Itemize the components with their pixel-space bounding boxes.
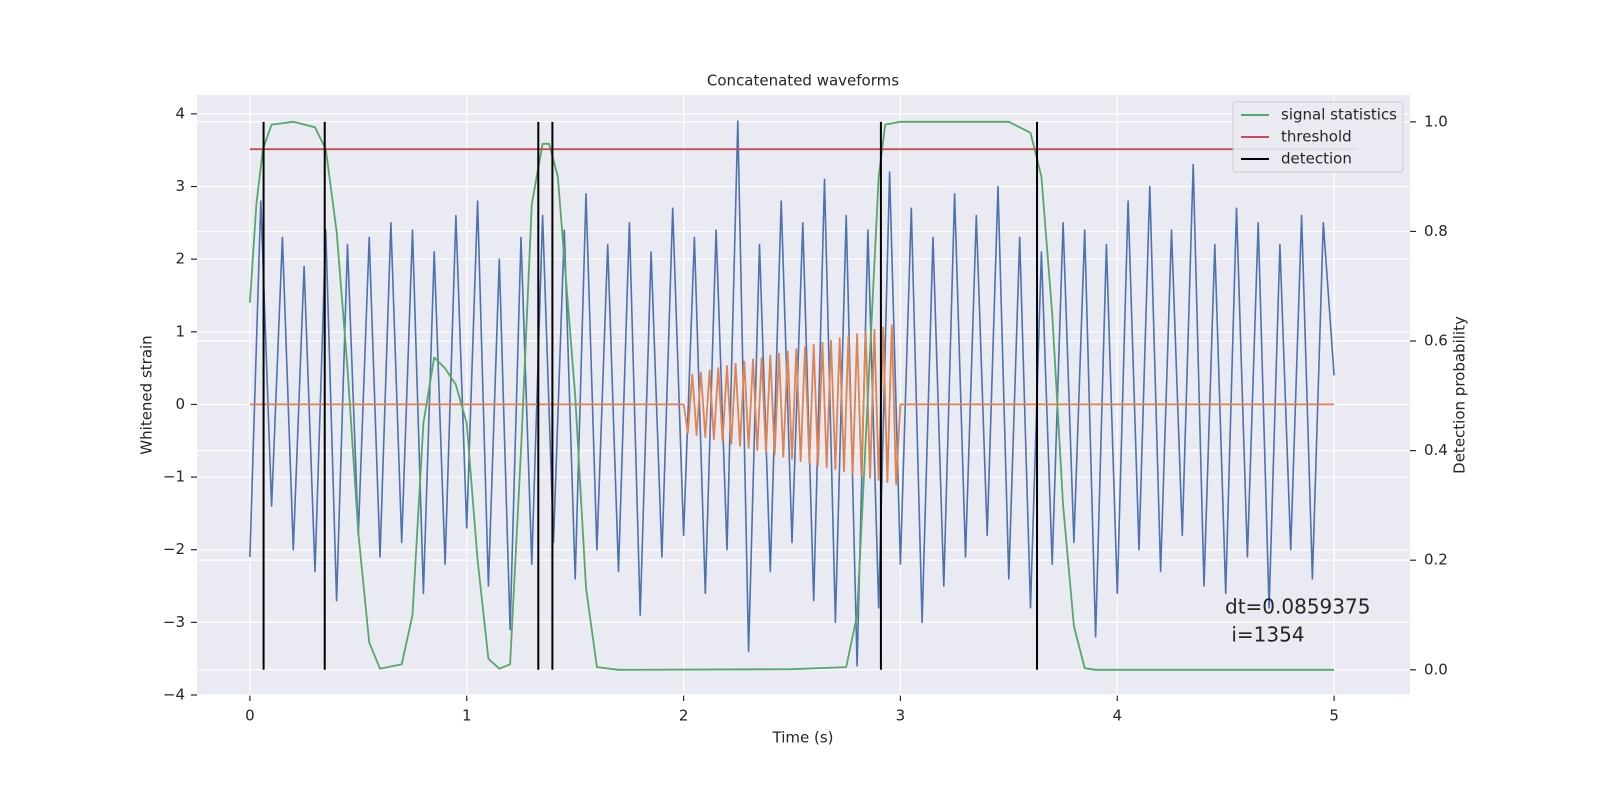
chart-title: Concatenated waveforms bbox=[707, 72, 899, 90]
series-line bbox=[249, 120, 1335, 671]
legend-label: signal statistics bbox=[1281, 106, 1397, 124]
y-tick-label: −3 bbox=[163, 613, 185, 631]
y2-tick-label: 0.0 bbox=[1424, 660, 1448, 678]
x-tick-label: 5 bbox=[1329, 707, 1339, 725]
y2-tick-label: 0.6 bbox=[1424, 332, 1448, 350]
series-line bbox=[249, 120, 1335, 667]
y-axis-label: Whitened strain bbox=[138, 335, 156, 454]
annotation: i=1354 bbox=[1225, 623, 1305, 647]
annotation: dt=0.0859375 bbox=[1225, 595, 1370, 619]
legend-box bbox=[1232, 101, 1404, 173]
y-tick-label: 2 bbox=[175, 250, 185, 268]
y2-axis-label: Detection probability bbox=[1451, 316, 1469, 474]
y-tick-label: 4 bbox=[175, 104, 185, 122]
y2-tick-label: 0.2 bbox=[1424, 551, 1448, 569]
y2-tick-label: 0.8 bbox=[1424, 222, 1448, 240]
y-tick-label: 1 bbox=[175, 322, 185, 340]
y-tick-label: 3 bbox=[175, 177, 185, 195]
x-tick-label: 3 bbox=[896, 707, 906, 725]
x-tick-label: 0 bbox=[245, 707, 255, 725]
legend-label: detection bbox=[1281, 150, 1352, 168]
x-axis-label: Time (s) bbox=[772, 729, 834, 747]
x-tick-label: 4 bbox=[1112, 707, 1122, 725]
legend-label: threshold bbox=[1281, 128, 1352, 146]
x-tick-label: 1 bbox=[462, 707, 472, 725]
y-tick-label: −2 bbox=[163, 540, 185, 558]
y-tick-label: 0 bbox=[175, 395, 185, 413]
y2-tick-label: 1.0 bbox=[1424, 112, 1448, 130]
y-tick-label: −4 bbox=[163, 686, 185, 704]
y2-tick-label: 0.4 bbox=[1424, 441, 1448, 459]
series-line bbox=[249, 324, 1335, 486]
x-tick-label: 2 bbox=[679, 707, 689, 725]
y-tick-label: −1 bbox=[163, 468, 185, 486]
